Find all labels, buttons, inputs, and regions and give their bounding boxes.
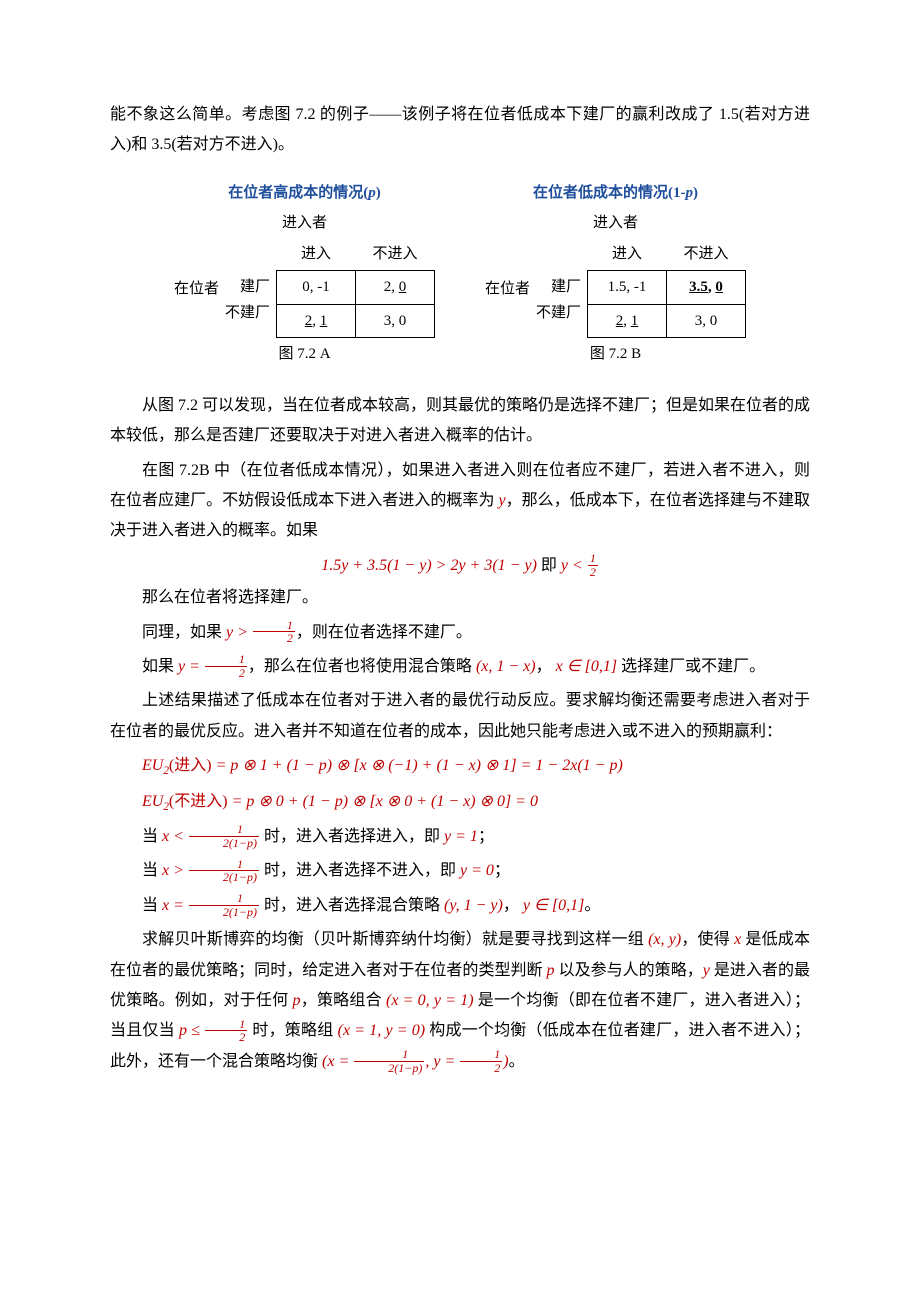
p8: 求解贝叶斯博弈的均衡（贝叶斯博弈纳什均衡）就是要寻找到这样一组 (x, y)，使… bbox=[110, 925, 810, 1077]
table-right: 在位者低成本的情况(1-p) 进入者 在位者 建厂 不建厂 进入不进入 1.5,… bbox=[485, 179, 746, 369]
right-matrix: 进入不进入 1.5, -1 3.5, 0 2, 1 3, 0 bbox=[587, 240, 746, 339]
eu-enter: EU2(进入) = p ⊗ 1 + (1 − p) ⊗ [x ⊗ (−1) + … bbox=[110, 751, 810, 782]
right-caption: 图 7.2 B bbox=[485, 340, 746, 369]
table-left: 在位者高成本的情况(p) 进入者 在位者 建厂 不建厂 进入不进入 0, -1 … bbox=[174, 179, 435, 369]
left-matrix: 进入不进入 0, -1 2, 0 2, 1 3, 0 bbox=[276, 240, 435, 339]
right-rowlabels: 建厂 不建厂 bbox=[536, 252, 581, 326]
left-rowlabels: 建厂 不建厂 bbox=[225, 252, 270, 326]
left-caption: 图 7.2 A bbox=[174, 340, 435, 369]
right-toplabel: 进入者 bbox=[485, 209, 746, 238]
right-sidelabel: 在位者 bbox=[485, 275, 530, 304]
p6: 如果 y = 12，那么在位者也将使用混合策略 (x, 1 − x)， x ∈ … bbox=[110, 652, 810, 682]
formula1: 1.5y + 3.5(1 − y) > 2y + 3(1 − y) 即 y < … bbox=[110, 551, 810, 581]
left-title: 在位者高成本的情况(p) bbox=[174, 179, 435, 208]
intro-paragraph: 能不象这么简单。考虑图 7.2 的例子——该例子将在位者低成本下建厂的赢利改成了… bbox=[110, 100, 810, 161]
case1: 当 x < 12(1−p) 时，进入者选择进入，即 y = 1； bbox=[110, 822, 810, 852]
eu-not-enter: EU2(不进入) = p ⊗ 0 + (1 − p) ⊗ [x ⊗ 0 + (1… bbox=[110, 787, 810, 818]
p2: 从图 7.2 可以发现，当在位者成本较高，则其最优的策略仍是选择不建厂；但是如果… bbox=[110, 391, 810, 452]
case3: 当 x = 12(1−p) 时，进入者选择混合策略 (y, 1 − y)， y … bbox=[110, 891, 810, 921]
p5: 同理，如果 y > 12，则在位者选择不建厂。 bbox=[110, 618, 810, 648]
p4: 那么在位者将选择建厂。 bbox=[110, 583, 810, 613]
left-sidelabel: 在位者 bbox=[174, 275, 219, 304]
left-toplabel: 进入者 bbox=[174, 209, 435, 238]
p3: 在图 7.2B 中（在位者低成本情况），如果进入者进入则在位者应不建厂，若进入者… bbox=[110, 456, 810, 547]
p7: 上述结果描述了低成本在位者对于进入者的最优行动反应。要求解均衡还需要考虑进入者对… bbox=[110, 686, 810, 747]
right-title: 在位者低成本的情况(1-p) bbox=[485, 179, 746, 208]
case2: 当 x > 12(1−p) 时，进入者选择不进入，即 y = 0； bbox=[110, 856, 810, 886]
payoff-tables: 在位者高成本的情况(p) 进入者 在位者 建厂 不建厂 进入不进入 0, -1 … bbox=[110, 179, 810, 369]
